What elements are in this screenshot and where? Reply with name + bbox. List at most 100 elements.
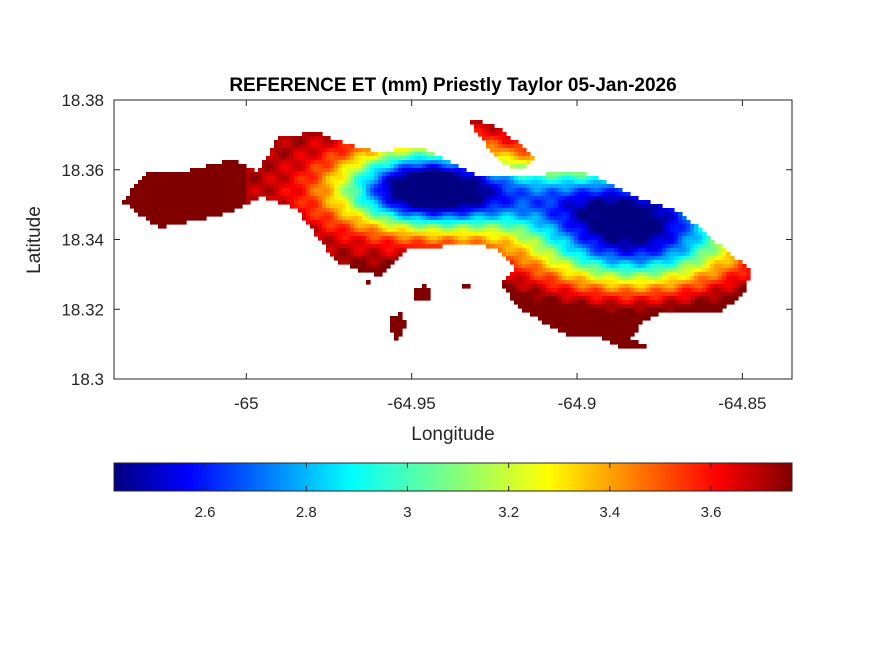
heatmap-cell (714, 292, 719, 297)
heatmap-cell (386, 172, 391, 177)
heatmap-cell (362, 228, 367, 233)
heatmap-cell (546, 236, 551, 241)
heatmap-cell (602, 212, 607, 217)
heatmap-cell (414, 156, 419, 161)
heatmap-cell (314, 148, 319, 153)
heatmap-cell (562, 228, 567, 233)
heatmap-cell (378, 200, 383, 205)
heatmap-cell (414, 288, 419, 293)
heatmap-cell (538, 304, 543, 309)
heatmap-cell (374, 208, 379, 213)
heatmap-cell (370, 176, 375, 181)
heatmap-cell (362, 256, 367, 261)
heatmap-cell (590, 176, 595, 181)
heatmap-cell (414, 200, 419, 205)
heatmap-cell (138, 184, 143, 189)
heatmap-cell (662, 300, 667, 305)
heatmap-cell (502, 140, 507, 145)
heatmap-cell (634, 204, 639, 209)
heatmap-cell (266, 196, 271, 201)
heatmap-cell (294, 172, 299, 177)
heatmap-cell (602, 304, 607, 309)
heatmap-cell (722, 260, 727, 265)
heatmap-cell (530, 292, 535, 297)
heatmap-cell (550, 284, 555, 289)
heatmap-cell (478, 200, 483, 205)
heatmap-cell (590, 292, 595, 297)
heatmap-cell (670, 264, 675, 269)
heatmap-cell (638, 220, 643, 225)
heatmap-cell (630, 304, 635, 309)
heatmap-cell (402, 184, 407, 189)
heatmap-cell (546, 316, 551, 321)
heatmap-cell (658, 204, 663, 209)
heatmap-cell (542, 232, 547, 237)
heatmap-cell (578, 232, 583, 237)
heatmap-cell (370, 252, 375, 257)
heatmap-cell (566, 240, 571, 245)
heatmap-cell (442, 200, 447, 205)
heatmap-cell (370, 196, 375, 201)
heatmap-cell (622, 324, 627, 329)
heatmap-cell (562, 276, 567, 281)
heatmap-cell (502, 192, 507, 197)
heatmap-cell (638, 252, 643, 257)
heatmap-cell (514, 252, 519, 257)
heatmap-cell (418, 164, 423, 169)
heatmap-cell (662, 264, 667, 269)
heatmap-cell (366, 192, 371, 197)
heatmap-cell (158, 204, 163, 209)
heatmap-cell (202, 176, 207, 181)
heatmap-cell (410, 152, 415, 157)
heatmap-cell (506, 236, 511, 241)
heatmap-cell (190, 204, 195, 209)
heatmap-cell (614, 224, 619, 229)
heatmap-cell (734, 288, 739, 293)
heatmap-cell (574, 272, 579, 277)
heatmap-cell (586, 300, 591, 305)
heatmap-cell (182, 184, 187, 189)
heatmap-cell (486, 220, 491, 225)
heatmap-cell (702, 236, 707, 241)
heatmap-cell (326, 164, 331, 169)
heatmap-cell (526, 276, 531, 281)
heatmap-cell (518, 176, 523, 181)
heatmap-cell (326, 244, 331, 249)
heatmap-cell (146, 176, 151, 181)
heatmap-cell (726, 300, 731, 305)
heatmap-cell (650, 304, 655, 309)
heatmap-cell (370, 268, 375, 273)
heatmap-cell (658, 208, 663, 213)
heatmap-cell (602, 308, 607, 313)
heatmap-cell (198, 176, 203, 181)
heatmap-cell (554, 208, 559, 213)
heatmap-cell (346, 220, 351, 225)
heatmap-cell (570, 232, 575, 237)
heatmap-cell (338, 148, 343, 153)
heatmap-cell (530, 228, 535, 233)
heatmap-cell (606, 336, 611, 341)
heatmap-cell (450, 192, 455, 197)
heatmap-cell (262, 168, 267, 173)
heatmap-cell (546, 240, 551, 245)
heatmap-cell (358, 188, 363, 193)
heatmap-cell (654, 272, 659, 277)
heatmap-cell (330, 144, 335, 149)
heatmap-cell (606, 264, 611, 269)
heatmap-cell (422, 204, 427, 209)
heatmap-cell (302, 200, 307, 205)
heatmap-cell (370, 208, 375, 213)
heatmap-cell (686, 260, 691, 265)
colorbar-tick-label: 3.4 (599, 504, 620, 521)
heatmap-cell (598, 260, 603, 265)
heatmap-cell (350, 216, 355, 221)
heatmap-cell (658, 220, 663, 225)
heatmap-cell (442, 232, 447, 237)
heatmap-cell (286, 196, 291, 201)
heatmap-cell (466, 172, 471, 177)
heatmap-cell (682, 256, 687, 261)
heatmap-cell (298, 196, 303, 201)
heatmap-cell (662, 228, 667, 233)
heatmap-cell (358, 232, 363, 237)
heatmap-cell (398, 164, 403, 169)
